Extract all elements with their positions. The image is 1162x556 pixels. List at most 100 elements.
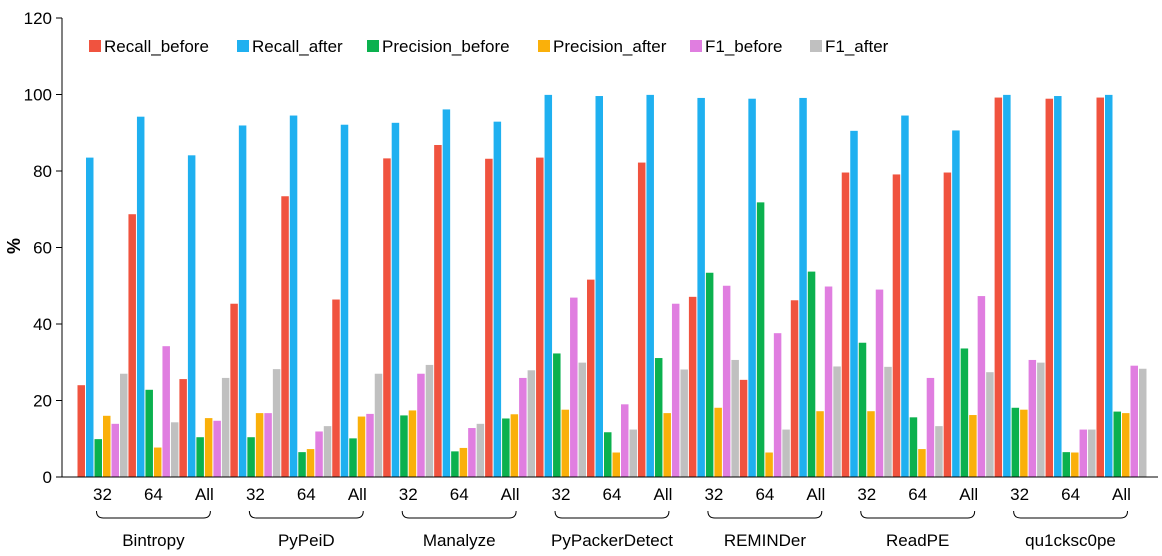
bar-f1-after — [833, 366, 841, 477]
group-bracket — [707, 510, 823, 519]
bar-recall-after — [952, 130, 960, 477]
bar-precision-after — [561, 409, 570, 477]
bar-recall-after — [340, 124, 349, 477]
bar-precision-before — [145, 389, 153, 477]
bar-recall-before — [179, 379, 187, 477]
legend-swatch — [810, 40, 822, 52]
bar-recall-before — [1045, 98, 1054, 478]
legend-swatch — [89, 40, 101, 52]
bar-precision-after — [306, 449, 315, 477]
x-tick-label: 32 — [552, 485, 571, 504]
bar-precision-after — [408, 410, 417, 477]
bar-precision-after — [969, 415, 977, 477]
bar-recall-after — [799, 97, 807, 477]
bar-recall-after — [544, 94, 553, 477]
bar-f1-after — [323, 426, 332, 477]
bar-precision-before — [400, 415, 408, 477]
bar-recall-before — [841, 172, 850, 477]
bar-precision-before — [553, 353, 561, 477]
bar-recall-before — [434, 144, 442, 478]
x-tick-label: 32 — [857, 485, 876, 504]
bar-f1-before — [926, 377, 935, 477]
bar-recall-before — [943, 172, 952, 477]
legend-swatch — [538, 40, 550, 52]
axes-layer: 32 64 All Bintropy 32 64 All PyPeiD 32 64 All Manal… — [24, 9, 1158, 550]
bar-f1-before — [417, 373, 425, 477]
bar-precision-after — [1071, 452, 1079, 477]
bar-precision-after — [816, 411, 824, 477]
bar-f1-before — [366, 413, 374, 477]
bar-f1-before — [824, 286, 833, 477]
group-label: qu1cksc0pe — [1025, 531, 1116, 550]
bar-f1-after — [578, 362, 587, 477]
x-tick-label: All — [501, 485, 520, 504]
bar-f1-before — [162, 346, 170, 477]
group-label: PyPeiD — [278, 531, 335, 550]
legend-label: Precision_before — [382, 37, 510, 56]
bar-precision-before — [1011, 407, 1020, 477]
group-label: ReadPE — [886, 531, 949, 550]
bar-precision-before — [349, 438, 357, 477]
bar-precision-after — [459, 447, 468, 477]
bar-precision-before — [705, 272, 714, 477]
bar-precision-after — [357, 416, 366, 477]
bar-recall-after — [136, 116, 145, 477]
bar-recall-after — [850, 130, 858, 477]
group-label: Manalyze — [423, 531, 496, 550]
bar-f1-after — [680, 369, 688, 477]
group-label: PyPackerDetect — [551, 531, 673, 550]
y-tick-label: 100 — [24, 86, 52, 105]
bar-recall-after — [1003, 94, 1011, 477]
bar-precision-before — [298, 452, 306, 477]
bar-recall-before — [892, 174, 901, 477]
bar-precision-before — [1062, 452, 1071, 477]
y-tick-label: 60 — [33, 239, 52, 258]
bar-precision-before — [1113, 411, 1121, 477]
bar-recall-before — [77, 385, 85, 477]
bar-precision-after — [867, 411, 875, 477]
x-tick-label: 32 — [704, 485, 723, 504]
x-tick-label: All — [806, 485, 825, 504]
bar-f1-before — [468, 428, 476, 477]
x-tick-label: 32 — [93, 485, 112, 504]
bar-precision-after — [765, 452, 773, 477]
legend: Recall_before Recall_after Precision_befor… — [89, 37, 889, 56]
y-tick-label: 80 — [33, 162, 52, 181]
legend-label: Recall_before — [104, 37, 209, 56]
bar-f1-after — [1139, 368, 1147, 477]
legend-label: F1_after — [825, 37, 889, 56]
bar-f1-after — [782, 429, 790, 477]
bar-f1-before — [570, 297, 578, 477]
bar-f1-after — [170, 422, 179, 477]
bar-f1-before — [264, 413, 272, 477]
bar-recall-before — [536, 157, 544, 478]
x-tick-label: 64 — [603, 485, 622, 504]
x-tick-label: 64 — [450, 485, 469, 504]
bar-precision-after — [1122, 413, 1130, 477]
bar-recall-after — [646, 94, 654, 477]
bar-recall-after — [187, 155, 196, 477]
bar-recall-before — [485, 158, 493, 477]
group-bracket — [554, 510, 670, 519]
bar-f1-before — [671, 303, 680, 477]
bar-precision-after — [612, 452, 620, 477]
y-tick-label: 0 — [43, 468, 52, 487]
bar-f1-before — [875, 289, 884, 477]
bar-f1-before — [1130, 365, 1138, 477]
group-bracket — [248, 510, 364, 519]
bar-recall-before — [230, 303, 238, 477]
bar-recall-after — [697, 97, 705, 477]
y-axis-label: % — [4, 238, 24, 254]
x-tick-label: All — [654, 485, 673, 504]
group-bracket — [860, 510, 976, 519]
bar-precision-before — [960, 348, 969, 477]
x-tick-label: 32 — [399, 485, 418, 504]
bar-precision-before — [247, 437, 255, 477]
bar-recall-before — [739, 379, 748, 477]
bar-precision-before — [604, 432, 612, 477]
bar-recall-after — [1054, 96, 1062, 477]
bar-precision-before — [756, 202, 765, 477]
bar-recall-after — [1105, 94, 1113, 477]
bar-f1-before — [722, 285, 731, 477]
